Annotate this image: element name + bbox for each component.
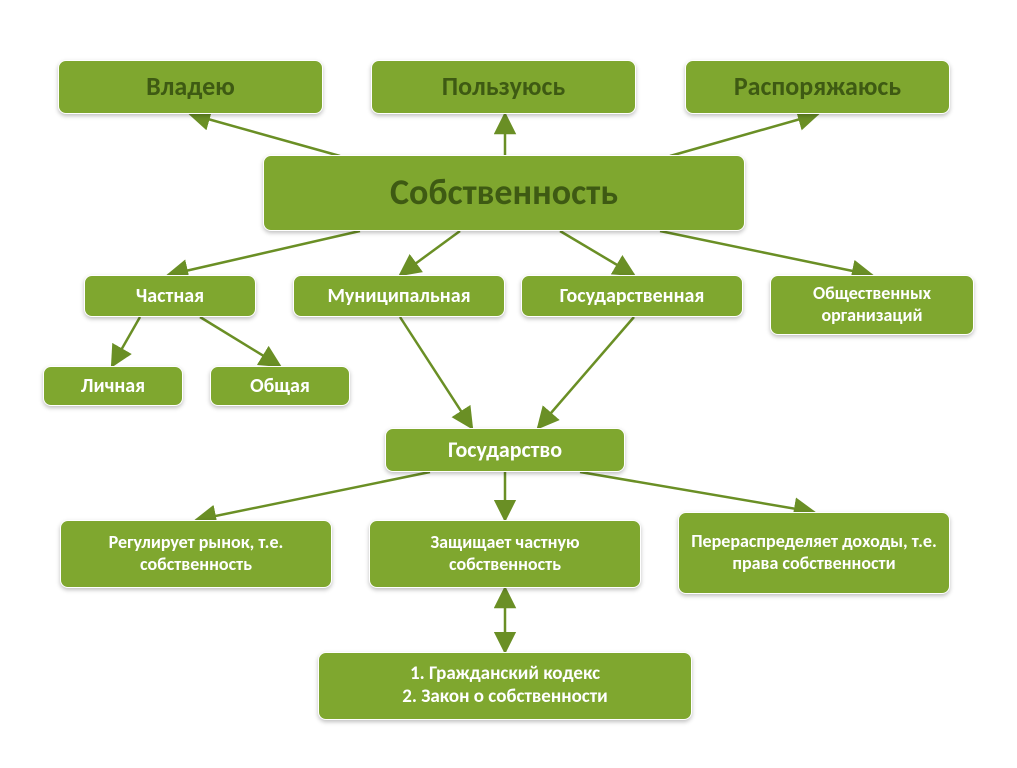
node-public-org: Общественных организаций xyxy=(770,275,974,335)
node-personal: Личная xyxy=(43,366,183,406)
node-own: Владею xyxy=(58,60,323,114)
node-state-type: Государственная xyxy=(521,275,743,317)
node-common: Общая xyxy=(210,366,350,406)
node-private: Частная xyxy=(84,275,256,317)
node-use: Пользуюсь xyxy=(371,60,636,114)
node-municipal: Муниципальная xyxy=(293,275,505,317)
node-state: Государство xyxy=(385,428,625,472)
node-laws: 1. Гражданский кодекс 2. Закон о собстве… xyxy=(318,652,692,720)
node-redistrib: Перераспределяет доходы, т.е. права собс… xyxy=(678,512,950,594)
node-dispose: Распоряжаюсь xyxy=(685,60,950,114)
node-property: Собственность xyxy=(263,155,745,231)
node-protects: Защищает частную собственность xyxy=(369,520,641,588)
node-regulates: Регулирует рынок, т.е. собственность xyxy=(60,520,332,588)
